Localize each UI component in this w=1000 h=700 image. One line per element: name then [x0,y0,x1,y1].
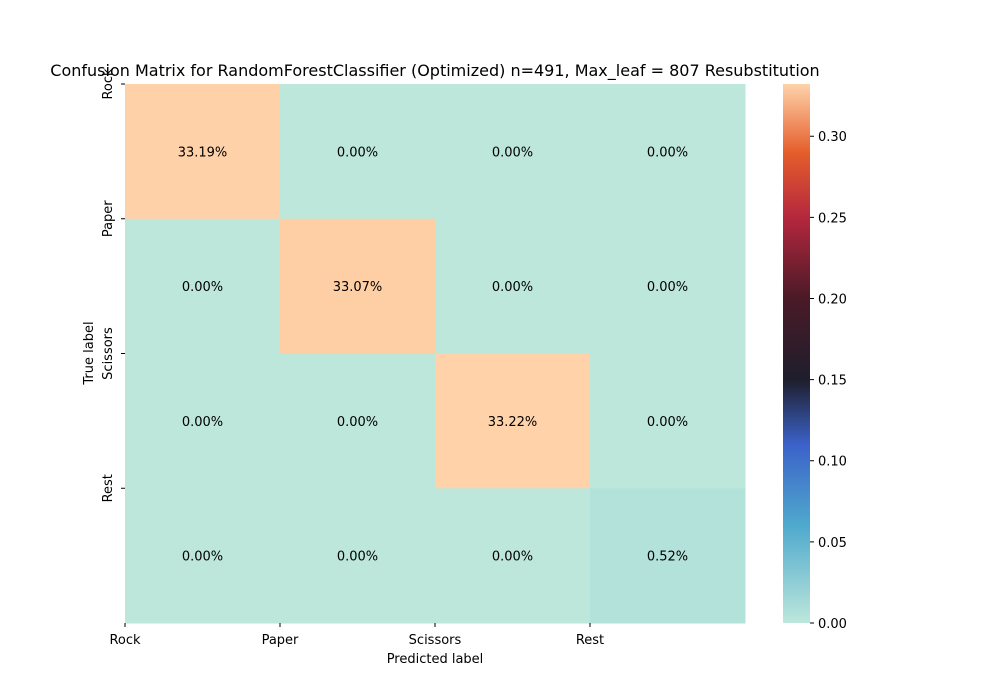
y-tick-label: Rest [101,474,116,502]
y-tick-label: Paper [101,200,116,237]
heatmap-cell-1-2 [435,218,591,354]
colorbar-tick-label: 0.25 [818,211,847,226]
x-axis-label: Predicted label [387,652,484,667]
heatmap-cell-labels: 33.19% 0.00% 0.00% 0.00% 0.00% 33.07% 0.00% 0.0… [178,145,688,564]
cell-label-1-1: 33.07% [333,280,383,295]
colorbar-tick-label: 0.15 [818,374,847,389]
cell-label-3-1: 0.00% [337,550,378,565]
cell-label-1-2: 0.00% [492,280,533,295]
cell-label-0-0: 33.19% [178,145,228,160]
heatmap-cell-0-1 [280,84,436,220]
colorbar-tick-label: 0.20 [818,292,847,307]
heatmap-cell-0-3 [590,84,746,220]
y-axis-ticks: Rock Paper Scissors Rest [101,68,125,502]
x-tick-label: Rest [576,633,604,648]
heatmap-cell-3-2 [435,488,591,624]
cell-label-1-3: 0.00% [647,280,688,295]
y-tick-label: Scissors [101,327,116,380]
heatmap-cells [125,84,746,624]
heatmap-cell-2-1 [280,353,436,489]
x-tick-label: Scissors [409,633,462,648]
colorbar-tick-label: 0.30 [818,130,847,145]
colorbar-tick-label: 0.00 [818,617,847,632]
y-axis-label: True label [82,321,97,385]
cell-label-2-1: 0.00% [337,415,378,430]
cell-label-2-2: 33.22% [488,415,538,430]
heatmap-cell-1-3 [590,218,746,354]
heatmap-cell-3-3 [590,488,746,624]
cell-label-2-3: 0.00% [647,415,688,430]
heatmap-cell-1-1 [280,218,436,354]
cell-label-3-0: 0.00% [182,550,223,565]
cell-label-1-0: 0.00% [182,280,223,295]
heatmap-cell-2-2 [435,353,591,489]
heatmap-cell-3-0 [125,488,281,624]
cell-label-2-0: 0.00% [182,415,223,430]
cell-label-3-3: 0.52% [647,550,688,565]
heatmap-cell-1-0 [125,218,281,354]
x-axis-ticks: Rock Paper Scissors Rest [109,623,604,648]
cell-label-3-2: 0.00% [492,550,533,565]
heatmap-cell-2-3 [590,353,746,489]
colorbar-tick-label: 0.10 [818,455,847,470]
cell-label-0-1: 0.00% [337,145,378,160]
y-tick-label: Rock [101,68,116,100]
heatmap-cell-3-1 [280,488,436,624]
x-tick-label: Paper [262,633,299,648]
chart-title: Confusion Matrix for RandomForestClassif… [50,61,819,81]
heatmap-cell-0-2 [435,84,591,220]
x-tick-label: Rock [109,633,141,648]
heatmap-cell-2-0 [125,353,281,489]
cell-label-0-2: 0.00% [492,145,533,160]
colorbar [783,84,810,623]
colorbar-tick-label: 0.05 [818,536,847,551]
colorbar-ticks: 0.00 0.05 0.10 0.15 0.20 0.25 0.30 [810,130,847,632]
heatmap-cell-0-0 [125,84,281,220]
cell-label-0-3: 0.00% [647,145,688,160]
